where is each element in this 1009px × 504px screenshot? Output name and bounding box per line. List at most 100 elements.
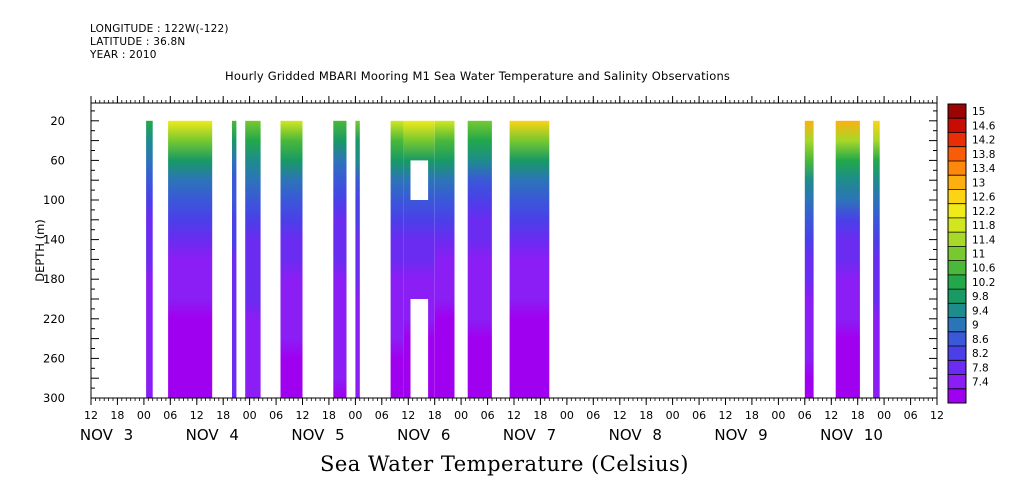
x-tick-label: 12 [824,409,838,422]
colorbar-swatch [948,203,966,219]
x-tick-label: 00 [560,409,574,422]
colorbar-swatch [948,160,966,176]
data-column [467,120,492,399]
data-gap [410,299,429,398]
x-tick-label: 18 [851,409,865,422]
x-tick-label: 18 [745,409,759,422]
colorbar-swatch [948,232,966,247]
x-tick-label: 18 [428,409,442,422]
data-column [333,120,347,399]
x-tick-label: 18 [216,409,230,422]
colorbar-swatch [948,175,966,190]
x-tick-label: 06 [481,409,495,422]
x-tick-label: 00 [348,409,362,422]
data-column [804,120,814,399]
colorbar-swatch [948,104,966,119]
colorbar-swatch [948,374,966,390]
colorbar-label: 12.6 [972,192,996,204]
y-tick-label: 260 [43,351,65,365]
x-tick-label: 18 [533,409,547,422]
day-label: NOV 7 [503,426,556,444]
y-axis-label: DEPTH (m) [33,219,47,282]
colorbar-swatch [948,146,966,162]
x-tick-label: 12 [507,409,521,422]
colorbar-label: 14.6 [972,120,996,132]
colorbar-label: 12.2 [972,206,995,218]
colorbar-label: 9.8 [972,291,989,303]
x-tick-label: 06 [798,409,812,422]
longitude-label: LONGITUDE : 122W(-122) [90,23,229,35]
colorbar-label: 14.2 [972,135,995,147]
colorbar-label: 11.4 [972,234,996,246]
colorbar-label: 9.4 [972,306,989,318]
chart-subtitle: Sea Water Temperature (Celsius) [319,452,689,476]
x-tick-label: 12 [401,409,415,422]
data-column [390,120,404,399]
colorbar-label: 8.2 [972,348,989,360]
colorbar-swatch [948,260,966,276]
day-label: NOV 9 [714,426,767,444]
y-tick-label: 60 [50,153,65,167]
data-column [835,120,860,399]
x-tick-label: 06 [692,409,706,422]
colorbar-label: 7.4 [972,377,989,389]
colorbar-label: 11 [972,249,985,261]
x-tick-label: 12 [84,409,98,422]
colorbar-swatch [948,331,966,347]
y-tick-label: 180 [43,272,65,286]
axes: 12 18 00 06 12 18 00 06 12 18 00 06 12 18 00 06 12 18 00 06… [33,96,944,444]
data-column [245,120,261,399]
x-tick-label: 12 [719,409,733,422]
x-tick-label: 06 [163,409,177,422]
data-column [509,120,550,399]
data-column [280,120,303,399]
day-label: NOV 8 [609,426,662,444]
x-tick-label: 00 [243,409,257,422]
colorbar-label: 13 [972,177,985,189]
colorbar-swatch [948,132,966,148]
colorbar: 15 14.6 14.2 13.8 13.4 13 12.6 12.2 11.8 11.4 11 10… [947,103,996,404]
data-column [168,120,213,399]
colorbar-label: 10.6 [972,263,996,275]
x-tick-label: 06 [375,409,389,422]
colorbar-swatch [948,246,966,262]
data-column [146,120,153,399]
plot-area [146,120,880,399]
colorbar-swatch [948,317,966,333]
colorbar-label: 10.2 [972,277,995,289]
x-tick-label: 12 [613,409,627,422]
x-tick-label: 12 [296,409,310,422]
latitude-label: LATITUDE : 36.8N [90,36,186,48]
day-label: NOV 3 [80,426,133,444]
x-tick-label: 00 [454,409,468,422]
day-label: NOV 4 [186,426,239,444]
colorbar-label: 13.8 [972,149,995,161]
x-tick-label: 00 [877,409,891,422]
year-label: YEAR : 2010 [90,49,157,61]
y-tick-label: 20 [50,114,65,128]
colorbar-swatch [948,118,966,133]
data-column [355,120,360,399]
data-column [873,120,880,399]
x-tick-label: 18 [110,409,124,422]
y-tick-label: 100 [43,193,65,207]
colorbar-swatch [948,346,966,361]
colorbar-swatch [948,289,966,304]
day-label: NOV 6 [397,426,450,444]
colorbar-swatch [948,189,966,205]
x-tick-label: 12 [930,409,944,422]
colorbar-swatch [948,360,966,375]
x-tick-label: 06 [904,409,918,422]
chart-title: Hourly Gridded MBARI Mooring M1 Sea Wate… [225,69,731,83]
x-tick-label: 18 [322,409,336,422]
x-tick-label: 12 [190,409,204,422]
colorbar-label: 8.6 [972,334,989,346]
colorbar-swatch [948,217,966,233]
day-label: NOV 10 [820,426,883,444]
colorbar-label: 13.4 [972,163,996,175]
colorbar-frame [947,103,967,404]
colorbar-label: 15 [972,106,985,118]
day-label: NOV 5 [291,426,344,444]
x-tick-label: 00 [771,409,785,422]
